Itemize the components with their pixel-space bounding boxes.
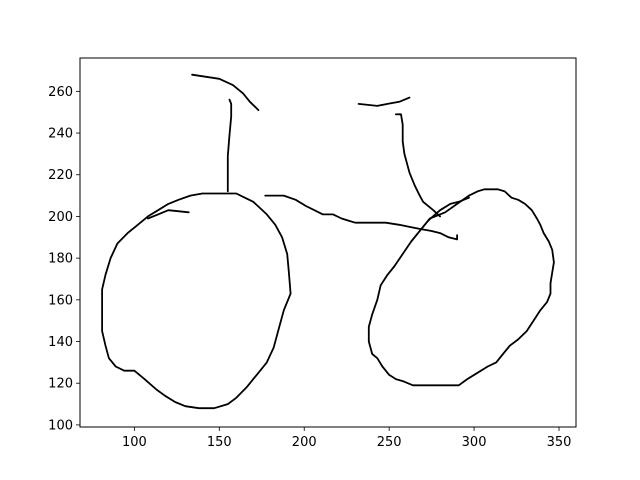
x-axis: 100 150 200 250 300 350 [122, 427, 571, 450]
y-tick-label: 260 [48, 85, 73, 100]
series-line-2 [226, 98, 233, 193]
x-tick-label: 100 [122, 435, 147, 450]
y-tick-label: 240 [48, 127, 73, 142]
series-line-7 [394, 113, 442, 218]
x-tick-label: 250 [377, 435, 402, 450]
y-tick-label: 180 [48, 252, 73, 267]
x-tick-label: 300 [462, 435, 487, 450]
y-axis: 100 120 140 160 180 200 220 240 260 [48, 85, 80, 433]
y-tick-label: 100 [48, 418, 73, 433]
series-line-4 [146, 209, 190, 220]
y-tick-label: 220 [48, 168, 73, 183]
series-line-1 [191, 73, 260, 111]
series-line-5 [264, 194, 459, 241]
axes-frame [79, 57, 577, 428]
plot-lines [101, 73, 555, 410]
x-tick-label: 150 [207, 435, 232, 450]
series-line-9 [367, 188, 555, 387]
y-tick-label: 120 [48, 377, 73, 392]
x-tick-label: 350 [547, 435, 572, 450]
y-tick-label: 200 [48, 210, 73, 225]
series-line-3 [101, 192, 292, 410]
series-line-6 [357, 96, 411, 107]
y-tick-label: 140 [48, 335, 73, 350]
y-tick-label: 160 [48, 293, 73, 308]
x-tick-label: 200 [292, 435, 317, 450]
